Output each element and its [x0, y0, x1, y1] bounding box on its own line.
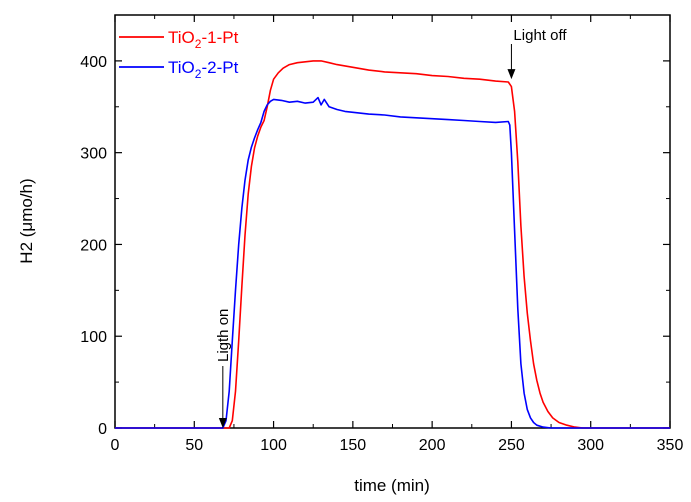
- y-tick-label: 0: [98, 421, 107, 438]
- y-tick-label: 100: [80, 329, 107, 346]
- light-off-annotation: Light off: [513, 27, 567, 44]
- light-off-arrow-head: [507, 69, 516, 80]
- x-tick-label: 100: [260, 437, 287, 454]
- y-tick-label: 300: [80, 146, 107, 163]
- legend-label-1: TiO2-1-Pt: [168, 28, 239, 51]
- annotations-layer: Ligth on Light off: [215, 27, 567, 428]
- y-tick-label: 400: [80, 54, 107, 71]
- series-line-2: [115, 96, 670, 429]
- x-axis-label: time (min): [354, 476, 430, 495]
- x-tick-label: 200: [419, 437, 446, 454]
- y-axis-label: H2 (μmo/h): [17, 178, 36, 263]
- x-tick-label: 250: [498, 437, 525, 454]
- series-layer: [115, 60, 670, 429]
- axis-ticks: [114, 15, 671, 429]
- legend: TiO2-1-Pt TiO2-2-Pt: [119, 28, 239, 81]
- axis-tick-labels: 0 50 100 150 200 250 300 350 0 100 200 300 400: [80, 54, 683, 454]
- y-tick-label: 200: [80, 237, 107, 254]
- x-tick-label: 300: [577, 437, 604, 454]
- light-on-annotation: Ligth on: [215, 309, 232, 362]
- x-tick-label: 350: [657, 437, 684, 454]
- series-line-1: [115, 60, 670, 429]
- x-tick-label: 50: [185, 437, 203, 454]
- x-tick-label: 150: [340, 437, 367, 454]
- legend-label-2: TiO2-2-Pt: [168, 58, 239, 81]
- x-tick-label: 0: [111, 437, 120, 454]
- light-on-arrow-head: [218, 418, 227, 428]
